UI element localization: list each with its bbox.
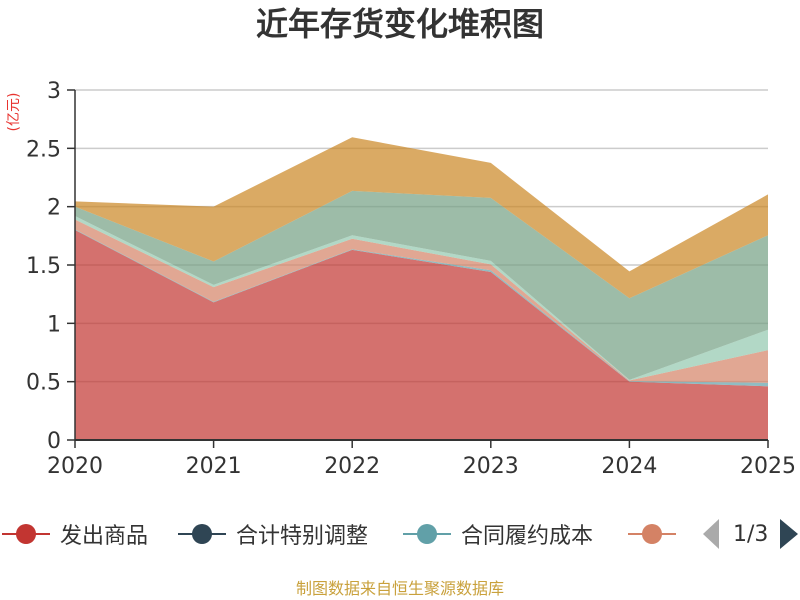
legend-label: 合计特别调整 bbox=[236, 524, 369, 549]
legend-prev-page-icon[interactable] bbox=[703, 519, 719, 549]
y-axis: 0 0.5 1 1.5 2 2.5 3 bbox=[26, 79, 76, 454]
x-tick-label: 2022 bbox=[324, 454, 380, 479]
y-tick-label: 1 bbox=[47, 312, 61, 337]
legend-item-4[interactable] bbox=[628, 516, 686, 552]
data-source-footer: 制图数据来自恒生聚源数据库 bbox=[295, 579, 504, 598]
area-series-0[interactable] bbox=[75, 230, 768, 440]
legend-next-page-icon[interactable] bbox=[780, 519, 799, 549]
x-tick-label: 2020 bbox=[47, 454, 103, 479]
legend-pager: 1/3 bbox=[700, 516, 800, 552]
y-tick-label: 1.5 bbox=[26, 254, 61, 279]
y-tick-label: 2.5 bbox=[26, 137, 61, 162]
legend-item-hejitebietiaozheng[interactable]: 合计特别调整 bbox=[178, 516, 368, 552]
area-series bbox=[75, 137, 768, 440]
legend-marker-icon bbox=[2, 516, 50, 552]
legend-marker-icon bbox=[178, 516, 226, 552]
area-series-5[interactable] bbox=[75, 190, 768, 380]
area-series-2[interactable] bbox=[75, 229, 768, 387]
y-tick-label: 3 bbox=[47, 79, 61, 104]
x-axis: 2020 2021 2022 2023 2024 2025 bbox=[47, 439, 796, 479]
x-tick-label: 2021 bbox=[186, 454, 242, 479]
x-tick-label: 2023 bbox=[463, 454, 519, 479]
y-tick-label: 0 bbox=[47, 429, 61, 454]
legend: 发出商品 合计特别调整 合同履约成本 1/3 bbox=[0, 516, 800, 552]
legend-label: 合同履约成本 bbox=[461, 524, 594, 549]
y-tick-label: 0.5 bbox=[26, 371, 61, 396]
legend-marker-icon bbox=[628, 516, 676, 552]
x-tick-label: 2025 bbox=[740, 454, 796, 479]
legend-item-fachushangpin[interactable]: 发出商品 bbox=[2, 516, 148, 552]
x-tick-label: 2024 bbox=[601, 454, 657, 479]
area-series-4[interactable] bbox=[75, 216, 768, 381]
area-series-3[interactable] bbox=[75, 219, 768, 383]
legend-item-hetonglvyuechengben[interactable]: 合同履约成本 bbox=[403, 516, 593, 552]
area-series-6[interactable] bbox=[75, 137, 768, 299]
legend-marker-icon bbox=[403, 516, 451, 552]
chart-title: 近年存货变化堆积图 bbox=[255, 5, 544, 43]
legend-page-indicator: 1/3 bbox=[733, 521, 769, 547]
y-tick-label: 2 bbox=[47, 196, 61, 221]
legend-label: 发出商品 bbox=[60, 524, 149, 549]
